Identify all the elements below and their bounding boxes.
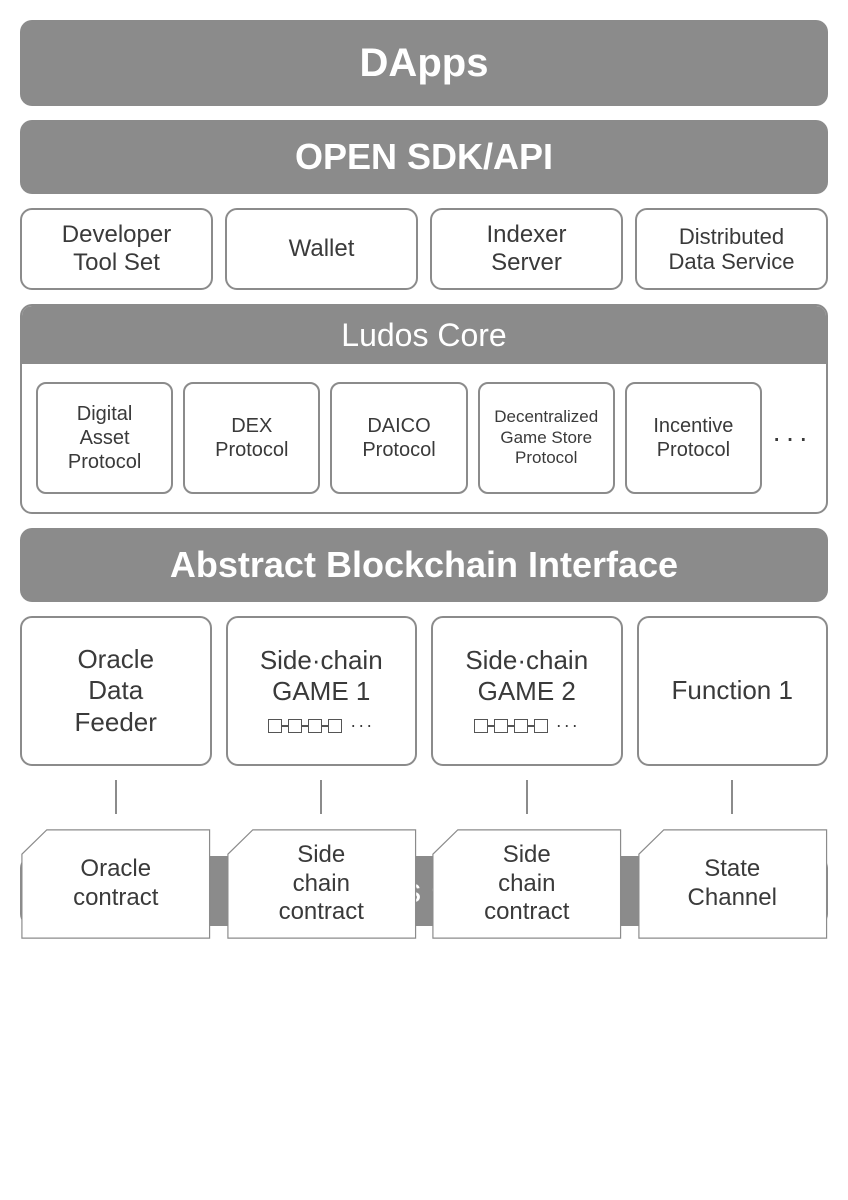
oracle-data-feeder: Oracle Data Feeder xyxy=(20,616,212,766)
abi-label: Abstract Blockchain Interface xyxy=(170,544,678,586)
chain-icon: ··· xyxy=(474,715,580,737)
ludos-core-body: Digital Asset Protocol DEX Protocol DAIC… xyxy=(22,364,826,512)
sdk-layer: OPEN SDK/API xyxy=(20,120,828,194)
abi-layer: Abstract Blockchain Interface xyxy=(20,528,828,602)
protocol-game-store: Decentralized Game Store Protocol xyxy=(478,382,615,494)
connector-row xyxy=(20,780,828,814)
dapps-layer: DApps xyxy=(20,20,828,106)
protocol-dex: DEX Protocol xyxy=(183,382,320,494)
protocol-daico: DAICO Protocol xyxy=(330,382,467,494)
connector xyxy=(431,780,623,814)
protocol-incentive: Incentive Protocol xyxy=(625,382,762,494)
ludos-core-section: Ludos Core Digital Asset Protocol DEX Pr… xyxy=(20,304,828,514)
connector xyxy=(226,780,418,814)
connector xyxy=(637,780,829,814)
chain-icon: ··· xyxy=(268,715,374,737)
protocol-digital-asset: Digital Asset Protocol xyxy=(36,382,173,494)
ludos-core-header: Ludos Core xyxy=(22,306,826,364)
tool-distributed-data: Distributed Data Service xyxy=(635,208,828,290)
tool-developer-set: Developer Tool Set xyxy=(20,208,213,290)
function-1: Function 1 xyxy=(637,616,829,766)
feeder-row: Oracle Data Feeder Side·chain GAME 1 ···… xyxy=(20,616,828,766)
sdk-label: OPEN SDK/API xyxy=(295,136,553,178)
tool-wallet: Wallet xyxy=(225,208,418,290)
sidechain-game-1: Side·chain GAME 1 ··· xyxy=(226,616,418,766)
connector xyxy=(20,780,212,814)
dapps-label: DApps xyxy=(360,41,489,86)
tools-row: Developer Tool Set Wallet Indexer Server… xyxy=(20,208,828,290)
tool-indexer: Indexer Server xyxy=(430,208,623,290)
protocol-ellipsis: ··· xyxy=(772,422,812,454)
sidechain-game-2: Side·chain GAME 2 ··· xyxy=(431,616,623,766)
